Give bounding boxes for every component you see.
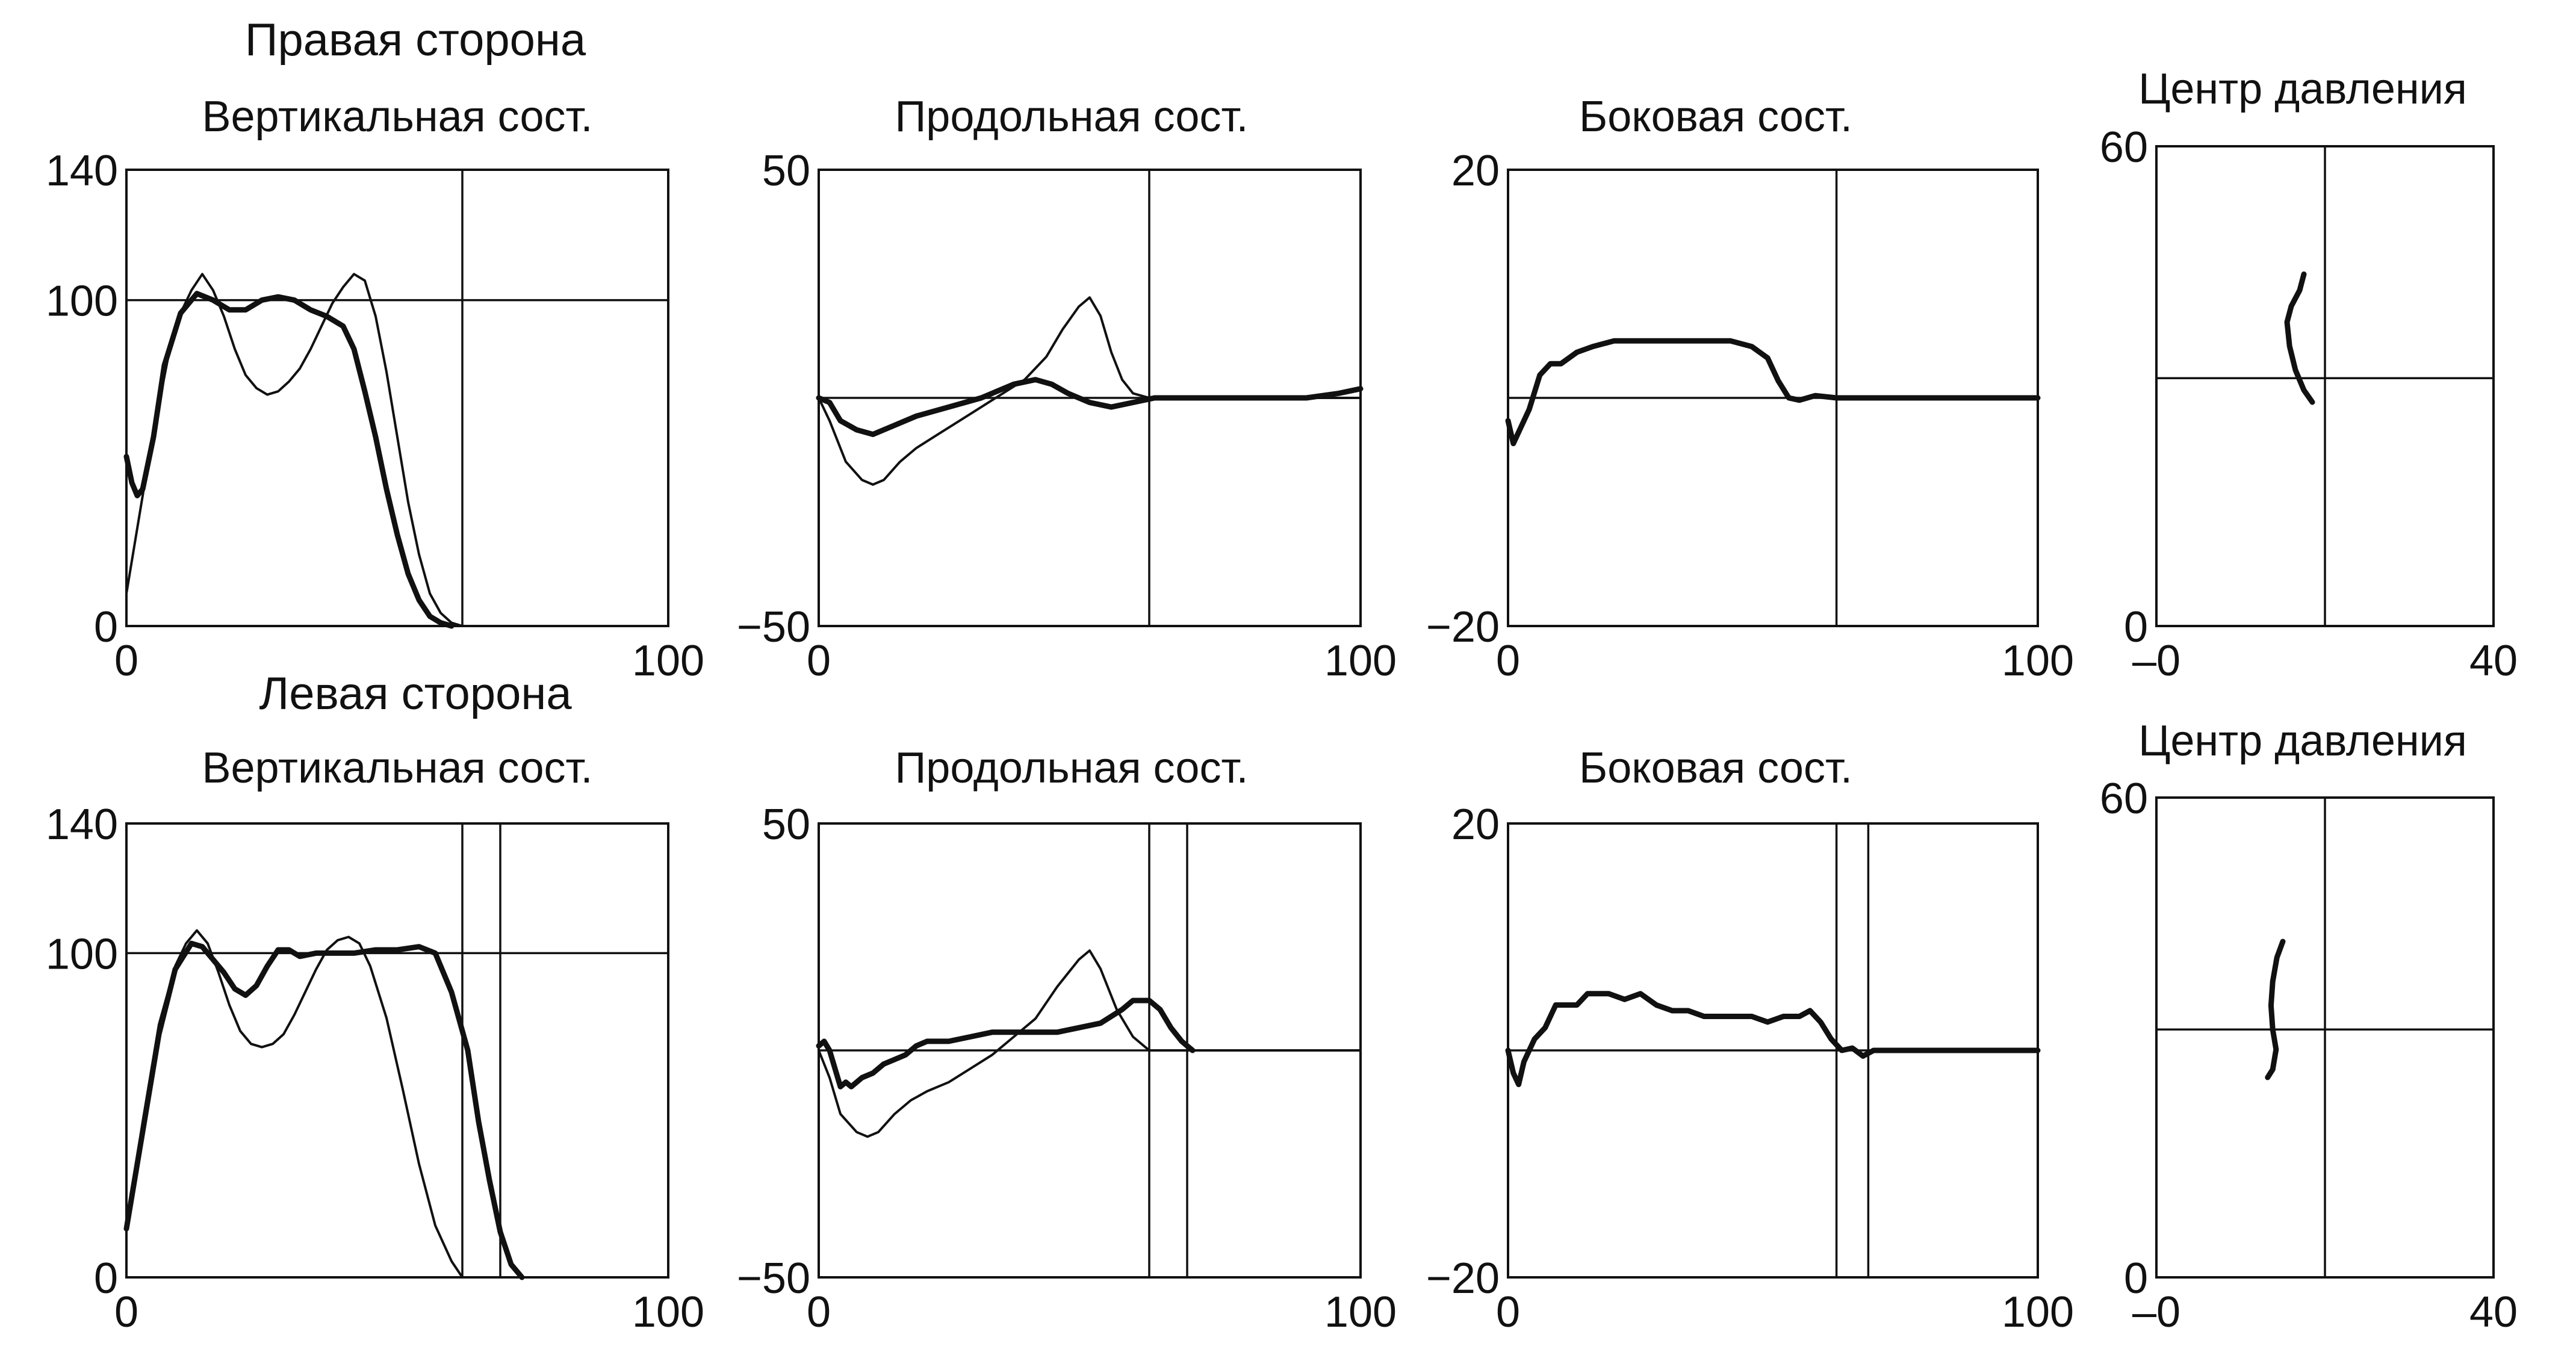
y-tick-label: 140: [46, 801, 118, 849]
x-tick-label: 100: [2002, 637, 2074, 685]
x-tick-label: –0: [2132, 1288, 2180, 1336]
chart-title: Продольная сост.: [895, 744, 1249, 792]
chart-title: Центр давления: [2138, 65, 2467, 113]
chart-panel: Вертикальная сост. 0 100 140 0 100: [46, 93, 704, 685]
y-tick-label: −50: [737, 1254, 810, 1303]
series-line-thick: [123, 940, 525, 1280]
x-tick-label: 40: [2469, 1288, 2518, 1336]
series-line-thin: [125, 929, 464, 1279]
y-tick-label: 50: [762, 801, 810, 849]
x-tick-label: 0: [114, 637, 138, 685]
side-title: Левая сторона: [259, 668, 572, 719]
chart-panel: Боковая сост. −20 20 0 100: [1426, 93, 2074, 685]
y-tick-label: −20: [1426, 1254, 1500, 1303]
series-line-thick: [1505, 991, 2041, 1087]
series-line-thick: [1505, 338, 2041, 447]
y-tick-label: 60: [2100, 775, 2148, 823]
chart-title: Центр давления: [2138, 717, 2467, 765]
y-tick-label: 60: [2100, 123, 2148, 172]
y-tick-label: −50: [737, 603, 810, 651]
chart-title: Боковая сост.: [1579, 93, 1852, 141]
series-line-thick: [816, 997, 1196, 1090]
x-tick-label: 0: [1496, 637, 1520, 685]
x-tick-label: 100: [1324, 1288, 1397, 1336]
x-tick-label: 0: [114, 1288, 138, 1336]
y-tick-label: 0: [94, 1254, 118, 1303]
x-tick-label: 40: [2469, 637, 2518, 685]
chart-title: Вертикальная сост.: [202, 744, 592, 792]
y-tick-label: 0: [2124, 1254, 2148, 1303]
series-line-thick: [2284, 271, 2315, 405]
plot-frame: [125, 169, 669, 627]
chart-panel: Центр давления 0 60 –0 40: [2100, 65, 2518, 685]
series-line-thin: [125, 273, 464, 627]
chart-panel: Вертикальная сост. 0 100 140 0 100: [46, 744, 704, 1336]
y-tick-label: 140: [46, 147, 118, 195]
x-tick-label: 0: [807, 637, 831, 685]
y-tick-label: 0: [94, 603, 118, 651]
chart-panel: Центр давления 0 60 –0 40: [2100, 717, 2518, 1336]
chart-title: Продольная сост.: [895, 93, 1249, 141]
chart-panel: Продольная сост. −50 50 0 100: [737, 744, 1397, 1336]
x-tick-label: 0: [807, 1288, 831, 1336]
chart-panel: Боковая сост. −20 20 0 100: [1426, 744, 2074, 1336]
y-tick-label: 100: [46, 277, 118, 326]
chart-title: Боковая сост.: [1579, 744, 1852, 792]
chart-panel: Продольная сост. −50 50 0 100: [737, 93, 1397, 685]
plot-frame: [125, 822, 669, 1279]
y-tick-label: 0: [2124, 603, 2148, 651]
x-tick-label: 0: [1496, 1288, 1520, 1336]
side-title: Правая сторона: [245, 14, 586, 66]
x-tick-label: 100: [632, 637, 704, 685]
x-tick-label: 100: [2002, 1288, 2074, 1336]
y-tick-label: −20: [1426, 603, 1500, 651]
chart-title: Вертикальная сост.: [202, 93, 592, 141]
y-tick-label: 100: [46, 930, 118, 978]
y-tick-label: 20: [1451, 801, 1500, 849]
y-tick-label: 50: [762, 147, 810, 195]
x-tick-label: 100: [632, 1288, 704, 1336]
series-line-thick: [2265, 938, 2286, 1081]
series-line-thin: [818, 949, 1362, 1138]
y-tick-label: 20: [1451, 147, 1500, 195]
series-line-thin: [818, 296, 1362, 486]
x-tick-label: 100: [1324, 637, 1397, 685]
x-tick-label: –0: [2132, 637, 2180, 685]
